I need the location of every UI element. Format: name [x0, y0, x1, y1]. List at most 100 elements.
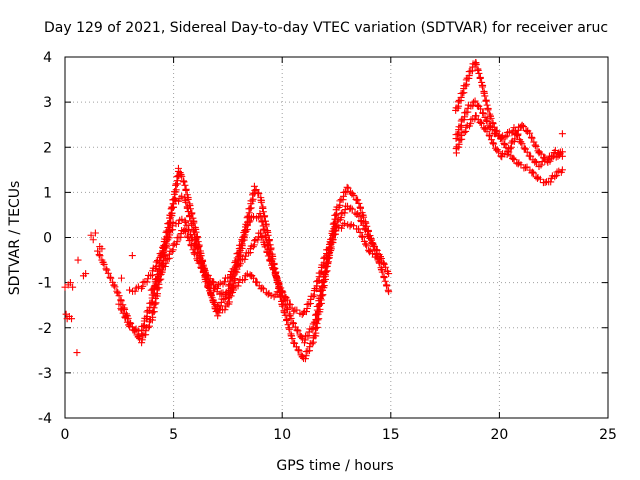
point-satellite-trace-2-336	[373, 246, 381, 254]
point-satellite-trace-7-84	[552, 153, 560, 161]
point-satellite-trace-7-32	[487, 136, 495, 144]
point-satellite-trace-1-132	[180, 178, 188, 186]
point-satellite-trace-2-0	[115, 300, 123, 308]
point-satellite-trace-3-203	[355, 225, 363, 233]
point-satellite-trace-6-43	[501, 133, 509, 141]
point-satellite-trace-1-14	[107, 274, 115, 282]
point-satellite-trace-3-212	[365, 246, 373, 254]
point-satellite-trace-7-47	[506, 145, 514, 153]
point-satellite-trace-2-30	[147, 299, 155, 307]
point-isolated-points-16	[98, 245, 106, 253]
point-satellite-trace-1-136	[182, 186, 190, 194]
point-satellite-trace-2-332	[369, 239, 377, 247]
point-satellite-trace-3-126	[269, 266, 277, 274]
point-satellite-trace-5-75	[510, 156, 518, 164]
point-satellite-trace-3-127	[271, 270, 279, 278]
point-satellite-trace-1-45	[138, 339, 146, 347]
y-axis-label: SDTVAR / TECUs	[7, 181, 23, 296]
point-satellite-trace-5-99	[552, 172, 560, 180]
point-satellite-trace-1-133	[181, 181, 189, 189]
point-satellite-trace-6-60	[521, 145, 529, 153]
point-satellite-trace-7-24	[478, 119, 486, 127]
point-satellite-trace-6-19	[469, 98, 477, 106]
point-satellite-trace-3-134	[277, 284, 285, 292]
point-satellite-trace-1-337	[301, 355, 309, 363]
point-satellite-trace-6-32	[485, 122, 493, 130]
point-satellite-trace-2-329	[366, 234, 374, 242]
point-satellite-trace-2-11	[126, 323, 134, 331]
point-satellite-trace-7-53	[511, 131, 519, 139]
point-satellite-trace-2-15	[135, 327, 143, 335]
point-satellite-trace-7-69	[530, 138, 538, 146]
point-satellite-trace-3-146	[290, 307, 298, 315]
point-satellite-trace-4-80	[241, 276, 249, 284]
point-satellite-trace-6-58	[520, 144, 528, 152]
point-satellite-trace-4-0	[147, 286, 155, 294]
point-satellite-trace-3-211	[363, 242, 371, 250]
point-satellite-trace-1-7	[100, 260, 108, 268]
point-satellite-trace-7-61	[520, 123, 528, 131]
tick-labels: 0 5 10 15 20 25 -4 -3 -2 -1 0 1 2 3 4	[38, 50, 617, 443]
series-satellite-trace-6	[452, 97, 566, 171]
point-satellite-trace-4-83	[246, 271, 254, 279]
point-satellite-trace-5-65	[500, 139, 508, 147]
point-satellite-trace-4-93	[260, 285, 268, 293]
point-satellite-trace-4-16	[164, 255, 172, 263]
point-satellite-trace-3-182	[324, 246, 332, 254]
point-satellite-trace-5-53	[487, 114, 495, 122]
point-satellite-trace-3-160	[309, 293, 317, 301]
point-satellite-trace-4-60	[207, 280, 215, 288]
point-satellite-trace-2-88	[183, 204, 191, 212]
point-satellite-trace-7-68	[528, 134, 536, 142]
point-satellite-trace-1-458	[378, 268, 386, 276]
point-satellite-trace-5-82	[523, 163, 531, 171]
point-satellite-trace-5-95	[547, 178, 555, 186]
point-satellite-trace-4-34	[182, 228, 190, 236]
point-satellite-trace-3-130	[273, 275, 281, 283]
point-satellite-trace-4-92	[258, 284, 266, 292]
point-satellite-trace-7-34	[489, 139, 497, 147]
point-satellite-trace-3-2	[131, 287, 139, 295]
point-satellite-trace-5-31	[475, 69, 483, 77]
point-satellite-trace-4-52	[198, 264, 206, 272]
point-satellite-trace-1-3	[96, 252, 104, 260]
point-satellite-trace-4-45	[191, 250, 199, 258]
point-satellite-trace-7-20	[472, 112, 480, 120]
point-satellite-trace-5-30	[474, 66, 482, 74]
point-satellite-trace-4-77	[235, 278, 243, 286]
point-satellite-trace-4-97	[267, 291, 275, 299]
point-satellite-trace-2-324	[361, 225, 369, 233]
point-satellite-trace-6-20	[471, 97, 479, 105]
point-satellite-trace-4-42	[189, 246, 197, 254]
point-satellite-trace-2-343	[380, 260, 388, 268]
point-satellite-trace-2-239	[293, 326, 301, 334]
point-satellite-trace-4-65	[216, 290, 224, 298]
point-satellite-trace-1-339	[302, 348, 310, 356]
point-satellite-trace-7-10	[460, 129, 468, 137]
point-isolated-points-5	[66, 279, 74, 287]
point-satellite-trace-5-103	[558, 166, 566, 174]
point-satellite-trace-2-19	[139, 322, 147, 330]
point-satellite-trace-5-81	[521, 164, 529, 172]
point-satellite-trace-2-233	[287, 314, 295, 322]
point-satellite-trace-2-179	[246, 217, 254, 225]
point-satellite-trace-4-49	[195, 259, 203, 267]
point-satellite-trace-1-416	[343, 183, 351, 191]
point-satellite-trace-3-52	[188, 235, 196, 243]
point-satellite-trace-2-7	[122, 314, 130, 322]
point-satellite-trace-3-122	[266, 257, 274, 265]
point-isolated-points-6	[68, 315, 76, 323]
point-satellite-trace-7-25	[480, 124, 488, 132]
point-satellite-trace-6-57	[518, 140, 526, 148]
point-satellite-trace-4-11	[158, 264, 166, 272]
point-satellite-trace-5-85	[528, 168, 536, 176]
point-satellite-trace-1-52	[144, 324, 152, 332]
point-satellite-trace-7-86	[555, 149, 563, 157]
point-satellite-trace-1-18	[111, 283, 119, 291]
y-tick-label-6: 2	[43, 140, 52, 156]
point-satellite-trace-6-21	[473, 101, 481, 109]
point-satellite-trace-2-1	[117, 305, 125, 313]
point-satellite-trace-1-257	[254, 189, 262, 197]
